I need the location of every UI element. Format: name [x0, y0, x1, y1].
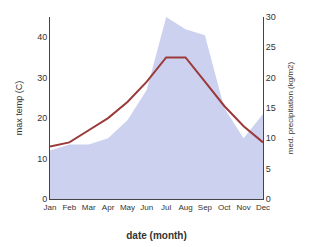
svg-text:Aug: Aug	[178, 203, 192, 212]
svg-text:10: 10	[37, 154, 47, 164]
svg-text:20: 20	[266, 73, 276, 83]
svg-text:20: 20	[37, 113, 47, 123]
svg-text:Mar: Mar	[82, 203, 96, 212]
svg-text:Nov: Nov	[237, 203, 251, 212]
svg-text:15: 15	[266, 103, 276, 113]
svg-text:Jun: Jun	[140, 203, 153, 212]
svg-text:5: 5	[266, 164, 271, 174]
svg-text:Jan: Jan	[44, 203, 57, 212]
svg-text:med. precipitation (kg/m2): med. precipitation (kg/m2)	[286, 61, 295, 154]
svg-text:25: 25	[266, 42, 276, 52]
svg-text:10: 10	[266, 133, 276, 143]
svg-text:Feb: Feb	[62, 203, 76, 212]
svg-text:30: 30	[266, 12, 276, 22]
svg-text:date (month): date (month)	[126, 230, 187, 241]
svg-text:Sep: Sep	[198, 203, 213, 212]
svg-text:40: 40	[37, 32, 47, 42]
svg-text:0: 0	[266, 194, 271, 204]
svg-text:Apr: Apr	[102, 203, 115, 212]
svg-text:Oct: Oct	[218, 203, 231, 212]
svg-text:Jul: Jul	[161, 203, 171, 212]
svg-text:Dec: Dec	[256, 203, 270, 212]
svg-text:30: 30	[37, 73, 47, 83]
svg-text:max temp (C): max temp (C)	[14, 81, 24, 136]
svg-text:May: May	[120, 203, 135, 212]
svg-text:0: 0	[42, 194, 47, 204]
